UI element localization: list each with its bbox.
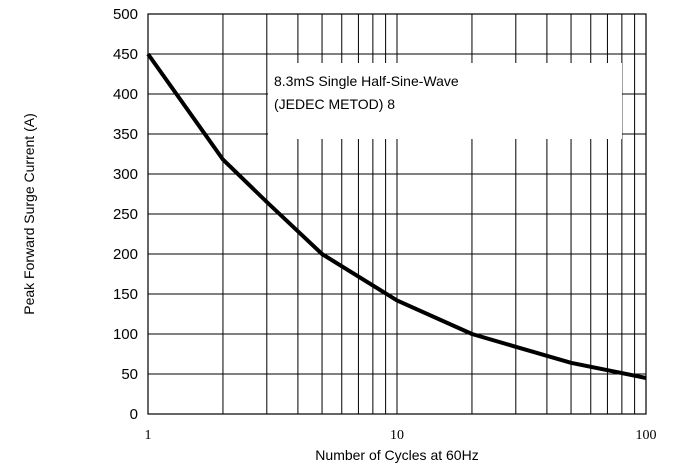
x-tick-labels: 1 10 100: [145, 428, 657, 443]
annotation-line-1: 8.3mS Single Half-Sine-Wave: [274, 73, 459, 89]
y-tick-labels: 0 50 100 150 200 250 300 350 400 450 500: [113, 6, 138, 423]
series-layer: [146, 52, 647, 380]
x-tick-label-1: 10: [390, 428, 404, 443]
x-axis-label: Number of Cycles at 60Hz: [315, 447, 478, 463]
y-tick-label-6: 300: [113, 166, 138, 183]
y-tick-label-0: 0: [130, 406, 138, 423]
x-tick-label-0: 1: [145, 428, 152, 443]
y-tick-label-1: 50: [121, 366, 138, 383]
series-line-0: [146, 52, 647, 380]
y-tick-label-5: 250: [113, 206, 138, 223]
y-tick-label-8: 400: [113, 86, 138, 103]
y-tick-label-9: 450: [113, 46, 138, 63]
y-tick-label-3: 150: [113, 286, 138, 303]
x-tick-label-2: 100: [636, 428, 657, 443]
annotation-line-2: (JEDEC METOD) 8: [274, 96, 395, 112]
annotation-box: [268, 63, 622, 139]
y-tick-label-4: 200: [113, 246, 138, 263]
y-axis-label: Peak Forward Surge Current (A): [21, 113, 37, 315]
y-tick-label-7: 350: [113, 126, 138, 143]
y-tick-label-10: 500: [113, 6, 138, 23]
plot-frame: [147, 13, 647, 415]
y-tick-label-2: 100: [113, 326, 138, 343]
